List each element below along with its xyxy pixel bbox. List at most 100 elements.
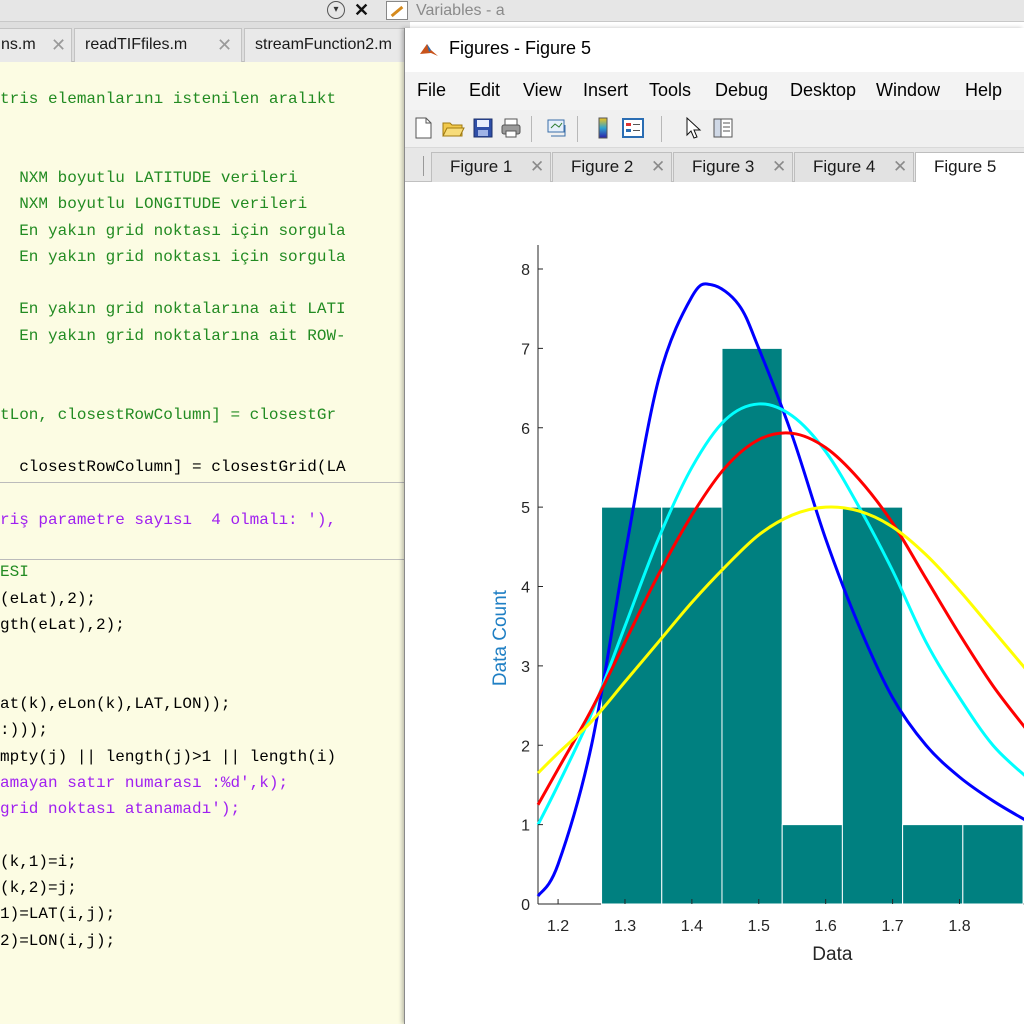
code-line[interactable]: :))); <box>0 721 49 740</box>
x-axis-label: Data <box>812 944 853 965</box>
menu-desktop[interactable]: Desktop <box>790 80 857 100</box>
tab-label: Figure 5 <box>934 157 997 176</box>
close-tab-icon[interactable]: ✕ <box>530 157 545 176</box>
code-line[interactable]: En yakın grid noktalarına ait LATI <box>0 300 346 319</box>
y-tick-label: 0 <box>521 897 530 914</box>
histogram-bar[interactable] <box>902 824 964 905</box>
menu-tools[interactable]: Tools <box>649 80 692 100</box>
code-line[interactable]: 2)=LON(i,j); <box>0 931 116 950</box>
menu-edit[interactable]: Edit <box>469 80 501 100</box>
histogram-bar[interactable] <box>661 506 723 905</box>
open-file-icon[interactable] <box>441 116 465 140</box>
code-line[interactable]: tris elemanlarını istenilen aralıkt <box>0 90 337 108</box>
fit-curve-series-3 <box>536 431 1024 806</box>
histogram-bar[interactable] <box>841 506 904 905</box>
tab-figure-1[interactable]: Figure 1 ✕ <box>431 152 551 182</box>
close-tab-icon[interactable]: ✕ <box>893 157 908 176</box>
figures-title-bar[interactable]: Figures - Figure 5 <box>405 28 1024 72</box>
cell-divider <box>0 482 410 483</box>
matlab-logo-icon <box>420 44 438 56</box>
fit-curve-series-1 <box>536 282 1024 897</box>
close-tab-icon[interactable]: ✕ <box>51 35 67 55</box>
tab-label: Figure 2 <box>571 157 634 176</box>
chevron-down-icon[interactable]: ▾ <box>327 1 345 19</box>
code-line[interactable]: riş parametre sayısı 4 olmalı: '), <box>0 510 337 529</box>
pointer-icon[interactable] <box>681 116 705 140</box>
menu-file[interactable]: File <box>417 80 447 100</box>
histogram-bar[interactable] <box>601 506 663 905</box>
x-tick-label: 1.7 <box>881 918 903 935</box>
code-line[interactable]: NXM boyutlu LONGITUDE verileri <box>0 195 308 214</box>
code-line[interactable]: mpty(j) || length(j)>1 || length(i) <box>0 747 337 766</box>
y-tick-label: 2 <box>521 738 530 755</box>
menu-view[interactable]: View <box>523 80 562 100</box>
editor-tab-label: readTIFfiles.m <box>85 36 188 53</box>
figures-window-title: Figures - Figure 5 <box>449 38 592 58</box>
menu-window[interactable]: Window <box>876 80 941 100</box>
code-line[interactable]: (eLat),2); <box>0 589 97 608</box>
toolbar-separator <box>577 116 578 142</box>
editor-tab[interactable]: ns.m ✕ <box>0 28 72 62</box>
code-editor[interactable]: tris elemanlarını istenilen aralıkt NXM … <box>0 62 410 1024</box>
y-tick-label: 7 <box>521 341 530 358</box>
tab-figure-3[interactable]: Figure 3 ✕ <box>673 152 793 182</box>
y-tick-label: 8 <box>521 262 530 279</box>
figure-canvas[interactable]: 0 1 2 3 4 5 6 7 8 1.2 1.3 1.4 1.5 1.6 1.7 1.8 Data Data C… <box>405 182 1024 1024</box>
code-line[interactable]: En yakın grid noktalarına ait ROW- <box>0 326 346 345</box>
histogram-plot[interactable]: 0 1 2 3 4 5 6 7 8 1.2 1.3 1.4 1.5 1.6 1.7 1.8 Data Data C… <box>405 182 1024 1024</box>
histogram-bar[interactable] <box>962 824 1024 905</box>
y-tick-label: 5 <box>521 500 530 517</box>
tab-figure-2[interactable]: Figure 2 ✕ <box>552 152 672 182</box>
tab-label: Figure 4 <box>813 157 876 176</box>
cell-divider <box>0 559 410 560</box>
code-line[interactable]: NXM boyutlu LATITUDE verileri <box>0 168 298 187</box>
menu-help[interactable]: Help <box>965 80 1003 100</box>
print-icon[interactable] <box>499 116 523 140</box>
code-line[interactable]: (k,1)=i; <box>0 852 77 871</box>
tab-bar-left-edge <box>423 156 429 176</box>
fit-curve-series-4 <box>536 505 1024 775</box>
code-line[interactable]: ESI <box>0 563 29 582</box>
toolbar-separator <box>531 116 532 142</box>
close-icon[interactable]: ✕ <box>354 0 370 20</box>
code-line[interactable]: at(k),eLon(k),LAT,LON)); <box>0 694 231 713</box>
code-line[interactable]: grid noktası atanamadı'); <box>0 800 241 819</box>
code-line[interactable]: closestRowColumn] = closestGrid(LA <box>0 458 346 477</box>
link-plot-icon[interactable] <box>545 116 569 140</box>
close-tab-icon[interactable]: ✕ <box>651 157 666 176</box>
menu-debug[interactable]: Debug <box>715 80 769 100</box>
histogram-bar[interactable] <box>721 347 783 905</box>
x-tick-label: 1.5 <box>748 918 770 935</box>
code-line[interactable]: tLon, closestRowColumn] = closestGr <box>0 405 337 424</box>
tab-label: Figure 1 <box>450 157 513 176</box>
code-line[interactable]: En yakın grid noktası için sorgula <box>0 221 346 240</box>
colorbar-icon[interactable] <box>591 116 615 140</box>
histogram-bar[interactable] <box>781 824 843 905</box>
code-line[interactable]: amayan satır numarası :%d',k); <box>0 773 289 792</box>
close-tab-icon[interactable]: ✕ <box>772 157 787 176</box>
code-line[interactable]: gth(eLat),2); <box>0 616 125 634</box>
editor-tab[interactable]: streamFunction2.m <box>244 28 414 62</box>
new-figure-icon[interactable] <box>411 116 435 140</box>
save-icon[interactable] <box>471 116 495 140</box>
variables-icon <box>386 1 408 20</box>
editor-tab[interactable]: readTIFfiles.m ✕ <box>74 28 242 62</box>
code-line[interactable]: (k,2)=j; <box>0 879 77 897</box>
toolbar-separator <box>661 116 662 142</box>
x-tick-label: 1.2 <box>547 918 569 935</box>
x-tick-label: 1.3 <box>614 918 636 935</box>
legend-icon[interactable] <box>621 116 645 140</box>
y-tick-label: 1 <box>521 818 530 835</box>
y-tick-label: 6 <box>521 421 530 438</box>
tab-figure-5[interactable]: Figure 5 <box>915 152 1024 183</box>
fit-curve-series-2 <box>536 402 1024 826</box>
property-inspector-icon[interactable] <box>711 116 735 140</box>
tab-figure-4[interactable]: Figure 4 ✕ <box>794 152 914 182</box>
variables-window-title[interactable]: Variables - a <box>416 2 505 19</box>
desktop-top-bar: ▾ ✕ Variables - a <box>0 0 1024 22</box>
code-line[interactable]: En yakın grid noktası için sorgula <box>0 247 346 266</box>
figure-tab-bar: Figure 1 ✕ Figure 2 ✕ Figure 3 ✕ Figure … <box>405 148 1024 183</box>
close-tab-icon[interactable]: ✕ <box>217 35 233 55</box>
menu-insert[interactable]: Insert <box>583 80 629 100</box>
code-line[interactable]: 1)=LAT(i,j); <box>0 905 116 924</box>
